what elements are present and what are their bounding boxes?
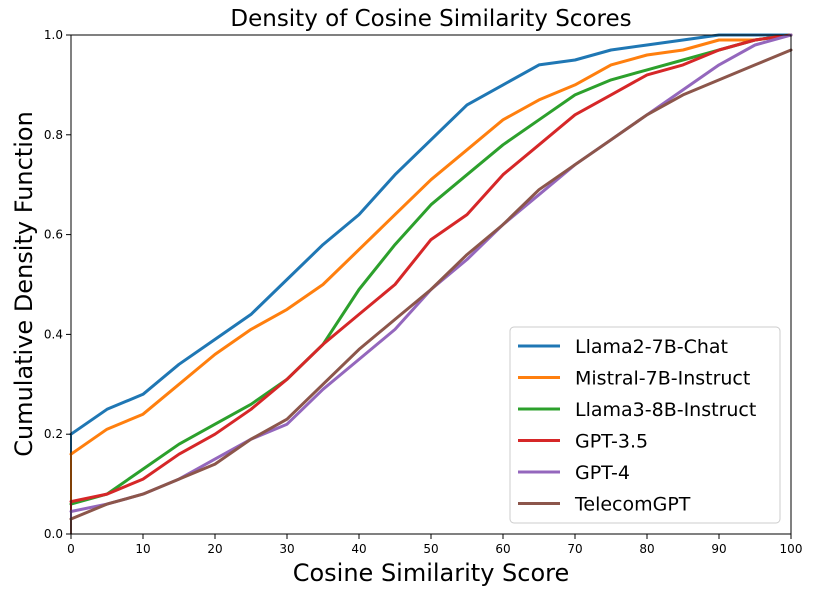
x-axis-label: Cosine Similarity Score: [293, 559, 570, 587]
y-tick-label: 1.0: [44, 28, 63, 42]
legend-label: TelecomGPT: [574, 494, 691, 516]
x-axis-ticks: 0 10 20 30 40 50 60 70 80 90 100: [67, 534, 802, 556]
series-line-gpt-3-5: [69, 33, 793, 504]
x-tick-label: 70: [567, 542, 582, 556]
legend-label: GPT-4: [575, 462, 630, 484]
x-tick-label: 90: [711, 542, 726, 556]
legend-label: Llama3-8B-Instruct: [575, 399, 756, 421]
legend-label: Mistral-7B-Instruct: [575, 368, 750, 390]
y-tick-label: 0.0: [44, 527, 63, 541]
y-axis-ticks: 0.0 0.2 0.4 0.6 0.8 1.0: [44, 28, 71, 541]
series-line-mistral-7b-instruct: [69, 33, 793, 456]
x-tick-label: 40: [351, 542, 366, 556]
plot-lines: [69, 33, 793, 534]
x-tick-label: 100: [780, 542, 803, 556]
x-tick-label: 60: [495, 542, 510, 556]
y-tick-label: 0.2: [44, 427, 63, 441]
x-tick-label: 80: [639, 542, 654, 556]
y-tick-label: 0.6: [44, 228, 63, 242]
legend: Llama2-7B-Chat Mistral-7B-Instruct Llama3-…: [509, 326, 781, 524]
x-tick-label: 10: [135, 542, 150, 556]
y-tick-label: 0.8: [44, 128, 63, 142]
x-tick-label: 20: [207, 542, 222, 556]
series-line-telecomgpt: [69, 48, 793, 521]
x-tick-label: 0: [67, 542, 75, 556]
series-line-llama2-7b-chat: [69, 33, 793, 436]
x-tick-label: 30: [279, 542, 294, 556]
y-axis-label: Cumulative Density Function: [10, 111, 38, 457]
legend-label: Llama2-7B-Chat: [575, 336, 728, 358]
legend-label: GPT-3.5: [575, 431, 648, 453]
chart-title: Density of Cosine Similarity Scores: [230, 6, 631, 32]
legend-box: [509, 326, 781, 524]
y-tick-label: 0.4: [44, 327, 63, 341]
series-line-llama3-8b-instruct: [69, 33, 793, 506]
x-tick-label: 50: [423, 542, 438, 556]
